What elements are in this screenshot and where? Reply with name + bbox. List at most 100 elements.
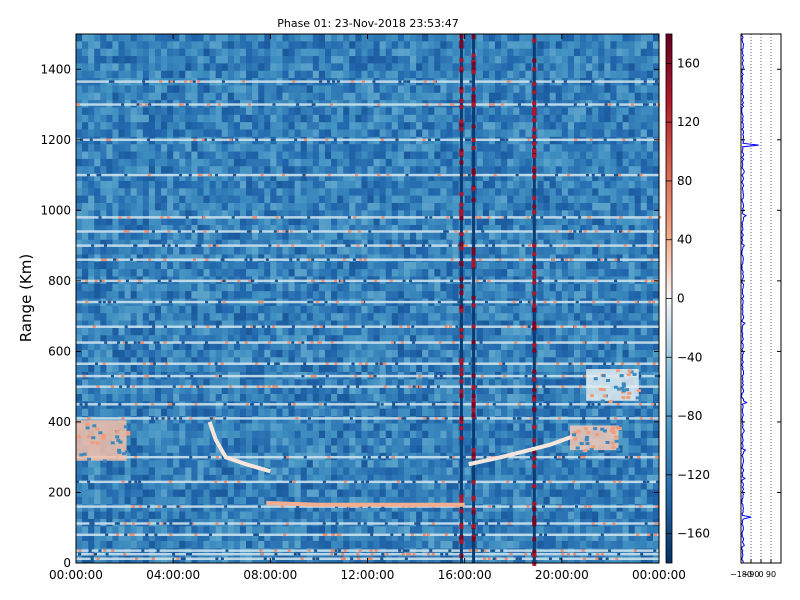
heatmap-cell: [282, 283, 290, 292]
heatmap-cell: [361, 416, 368, 424]
heatmap-cell: [173, 232, 180, 241]
heatmap-cell: [434, 261, 441, 270]
heatmap-cell: [428, 85, 435, 94]
heatmap-cell: [203, 122, 211, 131]
heatmap-cell: [397, 540, 405, 549]
heatmap-cell: [410, 430, 417, 439]
heatmap-cell: [403, 151, 411, 160]
heatmap-cell: [100, 173, 107, 182]
heatmap-cell: [112, 394, 120, 402]
heatmap-cell: [391, 180, 399, 189]
heatmap-cell: [403, 217, 411, 226]
heatmap-cell: [221, 342, 229, 351]
heatmap-cell: [227, 114, 235, 123]
heatmap-cell: [337, 122, 344, 131]
heatmap-cell: [482, 430, 490, 439]
heatmap-cell: [185, 232, 192, 241]
heatmap-cell: [191, 283, 198, 292]
heatmap-cell: [331, 364, 338, 373]
heatmap-cell: [337, 232, 344, 241]
heatmap-cell: [270, 217, 277, 226]
heatmap-cell: [428, 394, 435, 402]
heatmap-cell: [337, 474, 344, 483]
heatmap-cell: [270, 379, 277, 388]
heatmap-cell: [233, 460, 241, 468]
heatmap-cell: [422, 210, 429, 219]
heatmap-cell: [373, 504, 381, 513]
heatmap-cell: [464, 48, 472, 57]
heatmap-cell: [397, 342, 405, 351]
heatmap-cell: [331, 496, 338, 505]
heatmap-cell: [294, 291, 302, 299]
heatmap-cell: [100, 188, 107, 197]
heatmap-cell: [215, 357, 223, 366]
heatmap-cell: [373, 225, 381, 233]
heatmap-cell: [100, 239, 107, 248]
heatmap-cell: [203, 63, 211, 72]
heatmap-cell: [452, 335, 460, 344]
heatmap-cell: [391, 254, 399, 263]
heatmap-cell: [361, 225, 368, 233]
heatmap-cell: [306, 438, 314, 446]
heatmap-cell: [197, 394, 205, 402]
heatmap-cell: [106, 107, 113, 116]
heatmap-cell: [324, 496, 332, 505]
heatmap-cell: [191, 232, 198, 241]
heatmap-cell: [124, 92, 132, 101]
heatmap-cell: [270, 467, 277, 476]
heatmap-cell: [300, 114, 308, 123]
heatmap-cell: [246, 269, 253, 277]
heatmap-cell: [173, 460, 180, 468]
heatmap-cell: [318, 335, 326, 344]
heatmap-cell: [488, 129, 496, 138]
heatmap-cell: [397, 327, 405, 336]
heatmap-cell: [391, 188, 399, 197]
heatmap-cell: [452, 548, 460, 557]
heatmap-cell: [324, 247, 332, 255]
heatmap-cell: [294, 408, 302, 417]
heatmap-cell: [118, 342, 126, 351]
heatmap-cell: [179, 56, 186, 64]
heatmap-cell: [300, 408, 308, 417]
heatmap-cell: [300, 291, 308, 299]
heatmap-cell: [300, 320, 308, 329]
heatmap-cell: [252, 379, 259, 388]
heatmap-cell: [312, 548, 320, 557]
heatmap-cell: [355, 261, 362, 270]
heatmap-cell: [148, 239, 156, 248]
heatmap-cell: [118, 474, 126, 483]
heatmap-cell: [294, 467, 302, 476]
heatmap-cell: [318, 504, 326, 513]
heatmap-cell: [410, 261, 417, 270]
heatmap-cell: [233, 357, 241, 366]
heatmap-cell: [124, 202, 132, 211]
heatmap-cell: [312, 438, 320, 446]
heatmap-cell: [167, 467, 174, 476]
heatmap-cell: [185, 151, 192, 160]
heatmap-cell: [428, 533, 435, 542]
heatmap-cell: [464, 225, 472, 233]
heatmap-cell: [203, 232, 211, 241]
heatmap-cell: [197, 386, 205, 395]
heatmap-cell: [343, 313, 350, 322]
heatmap-cell: [94, 56, 101, 64]
heatmap-cell: [282, 313, 290, 322]
heatmap-cell: [215, 526, 223, 535]
heatmap-cell: [94, 379, 101, 388]
heatmap-cell: [367, 247, 375, 255]
heatmap-cell: [361, 254, 368, 263]
heatmap-cell: [464, 305, 472, 314]
heatmap-cell: [118, 357, 126, 366]
heatmap-cell: [118, 533, 126, 542]
heatmap-cell: [349, 247, 356, 255]
heatmap-cell: [161, 408, 168, 417]
heatmap-cell: [294, 129, 302, 138]
heatmap-cell: [76, 342, 83, 351]
heatmap-cell: [191, 320, 198, 329]
heatmap-cell: [306, 386, 314, 395]
heatmap-cell: [173, 144, 180, 153]
heatmap-cell: [88, 548, 95, 557]
heatmap-cell: [130, 158, 138, 167]
heatmap-cell: [428, 416, 435, 424]
heatmap-cell: [173, 320, 180, 329]
